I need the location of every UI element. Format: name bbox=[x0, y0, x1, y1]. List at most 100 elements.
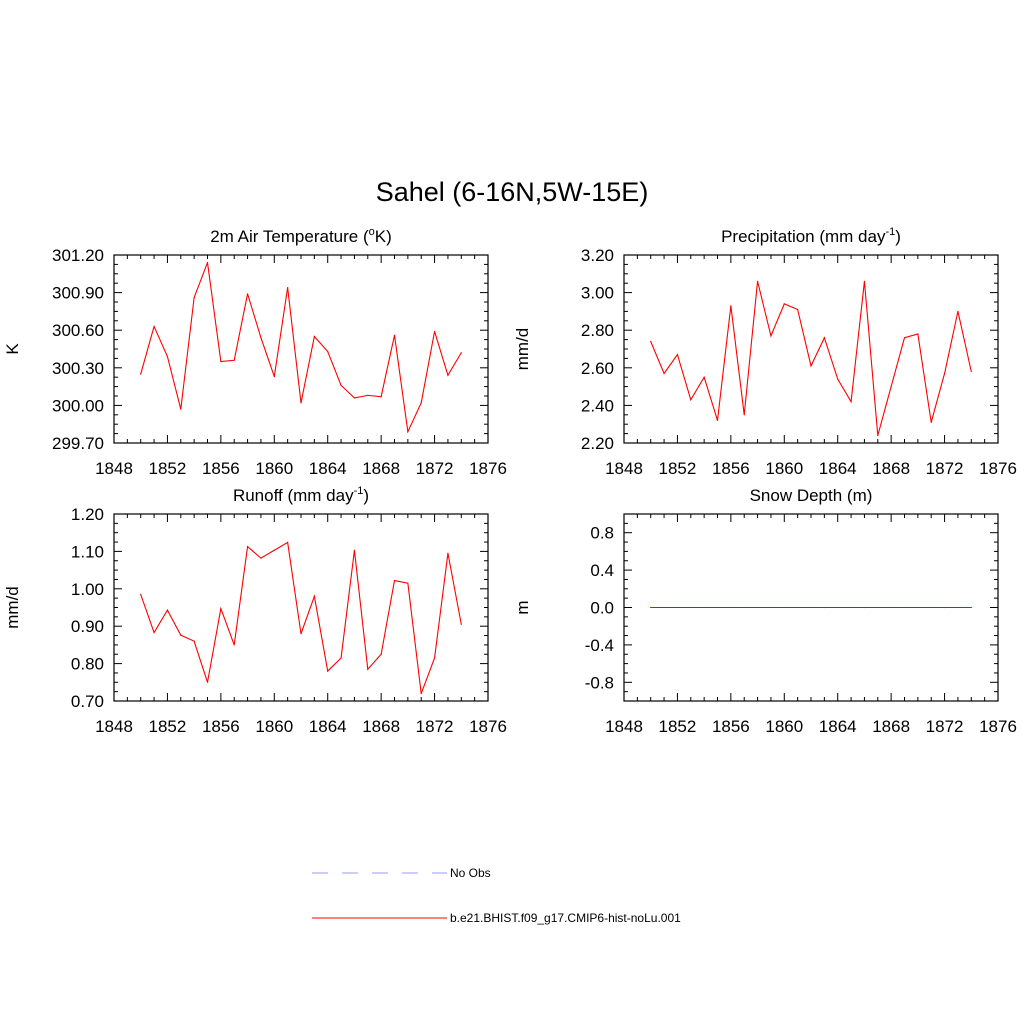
data-point bbox=[823, 337, 825, 339]
x-tick-label: 1868 bbox=[872, 459, 910, 478]
x-tick-label: 1868 bbox=[872, 717, 910, 736]
y-tick-label: 301.20 bbox=[52, 246, 104, 265]
data-point bbox=[957, 606, 959, 609]
panel-title: Precipitation (mm day-1) bbox=[721, 226, 901, 246]
data-point bbox=[340, 657, 342, 659]
data-point bbox=[180, 408, 182, 410]
data-point bbox=[823, 606, 825, 609]
data-point bbox=[756, 606, 759, 609]
data-point bbox=[367, 668, 369, 670]
x-tick-label: 1852 bbox=[659, 459, 697, 478]
y-tick-label: 300.90 bbox=[52, 284, 104, 303]
x-tick-label: 1872 bbox=[416, 459, 454, 478]
data-point bbox=[877, 606, 879, 609]
y-tick-label: 3.00 bbox=[581, 284, 614, 303]
legend-item: b.e21.BHIST.f09_g17.CMIP6-hist-noLu.001 bbox=[312, 911, 681, 925]
x-tick-label: 1856 bbox=[202, 459, 240, 478]
y-tick-label: 1.10 bbox=[71, 542, 104, 561]
data-point bbox=[943, 606, 946, 609]
data-point bbox=[353, 397, 356, 399]
data-point bbox=[903, 337, 906, 339]
y-tick-label: 0.0 bbox=[590, 599, 614, 618]
data-point bbox=[393, 334, 396, 336]
y-tick-label: 2.80 bbox=[581, 321, 614, 340]
legend-label: b.e21.BHIST.f09_g17.CMIP6-hist-noLu.001 bbox=[450, 911, 681, 925]
data-point bbox=[663, 372, 665, 375]
plot-frame bbox=[113, 513, 489, 702]
x-tick-label: 1848 bbox=[605, 717, 643, 736]
y-tick-label: 0.80 bbox=[71, 655, 104, 674]
data-point bbox=[970, 370, 972, 373]
data-point bbox=[340, 384, 342, 386]
data-point bbox=[797, 606, 799, 609]
data-point bbox=[837, 606, 839, 609]
data-point bbox=[743, 414, 745, 416]
y-axis-label: m bbox=[513, 600, 532, 614]
data-point bbox=[233, 359, 235, 361]
data-point bbox=[420, 692, 422, 695]
data-point bbox=[220, 608, 222, 610]
data-point bbox=[380, 653, 382, 655]
data-point bbox=[153, 325, 155, 328]
x-tick-label: 1848 bbox=[95, 459, 133, 478]
data-point bbox=[206, 261, 209, 264]
panel-snow-depth: Snow Depth (m) m 1848 1852 1856 1860 1864 1868 1… bbox=[513, 486, 1017, 736]
data-point bbox=[716, 419, 719, 422]
data-point bbox=[180, 634, 182, 636]
plot-frame bbox=[623, 254, 999, 444]
data-point bbox=[287, 541, 289, 544]
x-tick-label: 1864 bbox=[819, 717, 857, 736]
data-point bbox=[193, 297, 195, 299]
data-point bbox=[837, 378, 839, 380]
series-line bbox=[140, 262, 462, 434]
data-point bbox=[300, 633, 302, 635]
data-point bbox=[193, 640, 195, 642]
data-point bbox=[166, 609, 169, 611]
y-tick-label: 2.40 bbox=[581, 396, 614, 415]
data-point bbox=[877, 434, 879, 437]
y-tick-label: 299.70 bbox=[52, 434, 104, 453]
data-point bbox=[943, 372, 946, 375]
panel-precipitation: Precipitation (mm day-1) mm/d 1848 1852 1856… bbox=[513, 226, 1017, 478]
data-point bbox=[957, 310, 959, 312]
panel-title: Runoff (mm day-1) bbox=[233, 485, 369, 505]
legend-label: No Obs bbox=[450, 866, 491, 880]
data-point bbox=[703, 606, 705, 609]
y-tick-label: 300.30 bbox=[52, 359, 104, 378]
data-point bbox=[260, 557, 262, 559]
data-point bbox=[313, 595, 315, 597]
data-point bbox=[420, 402, 422, 404]
x-tick-label: 1876 bbox=[979, 717, 1017, 736]
data-point bbox=[676, 354, 679, 356]
data-point bbox=[663, 606, 665, 609]
data-point bbox=[850, 606, 852, 609]
data-point bbox=[690, 399, 692, 401]
y-tick-label: -0.4 bbox=[585, 636, 614, 655]
y-axis-label: mm/d bbox=[3, 586, 22, 629]
data-point bbox=[703, 376, 705, 378]
x-tick-label: 1868 bbox=[362, 717, 400, 736]
y-tick-label: 3.20 bbox=[581, 246, 614, 265]
data-point bbox=[770, 335, 772, 337]
data-point bbox=[233, 644, 235, 646]
data-point bbox=[407, 582, 409, 584]
y-tick-label: -0.8 bbox=[585, 673, 614, 692]
data-point bbox=[716, 606, 719, 609]
y-tick-label: 0.8 bbox=[590, 524, 614, 543]
panel-title: 2m Air Temperature (oK) bbox=[210, 226, 392, 246]
data-point bbox=[850, 401, 852, 403]
data-point bbox=[650, 340, 652, 343]
legend: No Obs b.e21.BHIST.f09_g17.CMIP6-hist-noL… bbox=[312, 866, 681, 925]
data-point bbox=[153, 631, 155, 634]
data-point bbox=[407, 431, 409, 433]
x-tick-label: 1860 bbox=[765, 459, 803, 478]
x-tick-label: 1848 bbox=[95, 717, 133, 736]
legend-item: No Obs bbox=[312, 866, 491, 880]
data-point bbox=[903, 606, 906, 609]
data-point bbox=[433, 330, 436, 333]
x-tick-label: 1852 bbox=[149, 459, 187, 478]
data-point bbox=[690, 606, 692, 609]
data-point bbox=[930, 606, 932, 609]
data-point bbox=[930, 421, 932, 423]
